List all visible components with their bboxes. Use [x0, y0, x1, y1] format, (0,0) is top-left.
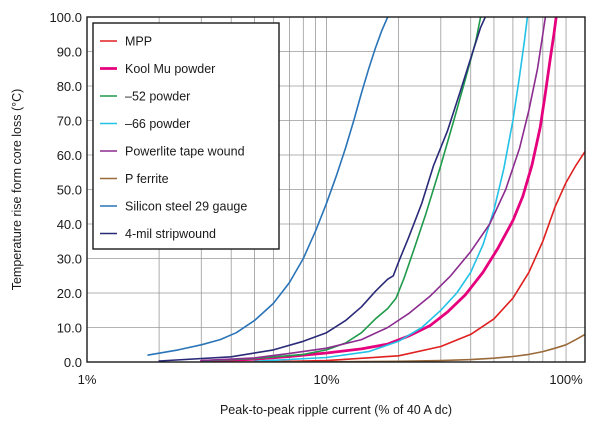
- series-line: [147, 17, 389, 356]
- y-tick-label: 10.0: [57, 321, 82, 336]
- x-axis-tick-labels: 1% 10% 100%: [78, 372, 583, 387]
- x-tick-label: 100%: [549, 372, 583, 387]
- legend-label: Kool Mu powder: [125, 62, 215, 76]
- y-tick-label: 100.0: [49, 10, 82, 25]
- legend-box: [92, 22, 280, 250]
- plot-frame: [86, 16, 586, 363]
- y-axis-title: Temperature rise form core loss (°C): [10, 89, 24, 291]
- y-tick-label: 0.0: [64, 355, 82, 370]
- series-line: [200, 17, 482, 362]
- y-tick-label: 70.0: [57, 114, 82, 129]
- legend: MPP Kool Mu powder –52 powder –66 powder Pow…: [92, 22, 280, 250]
- legend-label: –66 powder: [125, 117, 190, 131]
- legend-label: Silicon steel 29 gauge: [125, 200, 247, 214]
- legend-label: 4-mil stripwound: [125, 227, 216, 241]
- y-tick-label: 20.0: [57, 286, 82, 301]
- series-line: [199, 17, 558, 362]
- y-tick-label: 90.0: [57, 45, 82, 60]
- x-tick-label: 1%: [78, 372, 97, 387]
- series-line: [158, 17, 487, 362]
- series-line: [230, 333, 585, 362]
- x-axis-title: Peak-to-peak ripple current (% of 40 A d…: [220, 403, 452, 417]
- y-tick-label: 80.0: [57, 79, 82, 94]
- legend-label: MPP: [125, 35, 152, 49]
- series-lines: [147, 17, 585, 362]
- legend-label: Powerlite tape wound: [125, 145, 245, 159]
- legend-label: –52 powder: [125, 90, 190, 104]
- y-tick-label: 60.0: [57, 148, 82, 163]
- gridlines: [87, 17, 585, 362]
- y-tick-label: 30.0: [57, 252, 82, 267]
- y-tick-label: 50.0: [57, 183, 82, 198]
- y-axis-tick-labels: 0.0 10.0 20.0 30.0 40.0 50.0 60.0 70.0 80.0 90.0 1…: [49, 10, 82, 370]
- legend-label: P ferrite: [125, 172, 169, 186]
- x-tick-label: 10%: [314, 372, 340, 387]
- series-line: [253, 17, 529, 362]
- series-line: [253, 150, 585, 362]
- y-tick-label: 40.0: [57, 217, 82, 232]
- series-line: [200, 17, 547, 362]
